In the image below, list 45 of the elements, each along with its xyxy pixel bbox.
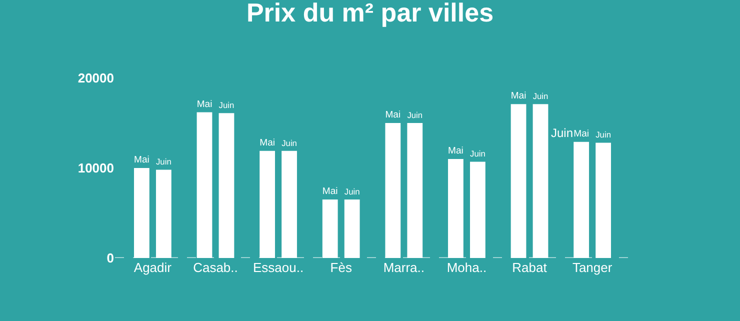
text: Mai xyxy=(574,128,590,140)
bar xyxy=(470,162,486,258)
series-label: Juin xyxy=(156,156,172,167)
bar xyxy=(448,159,464,258)
x-tick-label: Essaou.. xyxy=(252,260,304,275)
bar xyxy=(134,168,150,258)
bar xyxy=(510,104,526,258)
bar xyxy=(407,123,423,258)
text: Mai xyxy=(260,138,275,149)
chart-title: Prix du m² par villes xyxy=(246,0,494,28)
text: Mai xyxy=(510,90,526,102)
annotation: Juin xyxy=(551,126,574,140)
text: Mai xyxy=(385,110,401,121)
text: Juin xyxy=(532,91,548,102)
text: Juin xyxy=(282,138,297,148)
x-tick-label: Rabat xyxy=(512,260,548,275)
x-tick-label: Casab.. xyxy=(193,260,238,275)
bar xyxy=(322,200,338,258)
bar xyxy=(156,170,172,258)
bar xyxy=(532,104,548,258)
x-tick-label: Moha.. xyxy=(446,260,487,275)
bar xyxy=(385,123,401,258)
bar xyxy=(196,112,212,258)
bar xyxy=(344,200,360,258)
text: Mai xyxy=(196,98,212,110)
x-tick-label: Agadir xyxy=(134,260,172,275)
text: Mai xyxy=(322,186,338,198)
y-tick-label: 20000 xyxy=(78,70,114,86)
bar xyxy=(282,150,297,258)
bar xyxy=(260,150,275,258)
x-tick-label: Tanger xyxy=(572,260,613,275)
text: Juin xyxy=(407,110,423,120)
x-tick-label: Fès xyxy=(330,260,352,275)
text: Juin xyxy=(596,130,611,140)
text: Juin xyxy=(470,148,486,159)
x-tick-label: Marra.. xyxy=(383,260,424,275)
text: Mai xyxy=(448,146,464,157)
bar xyxy=(574,142,590,258)
y-tick-label: 10000 xyxy=(78,160,114,176)
text: Juin xyxy=(218,100,234,110)
y-tick-label: 0 xyxy=(106,250,114,266)
bar xyxy=(596,142,611,258)
bar xyxy=(218,113,234,258)
series-label: Mai xyxy=(134,154,150,166)
text: Juin xyxy=(344,186,360,196)
